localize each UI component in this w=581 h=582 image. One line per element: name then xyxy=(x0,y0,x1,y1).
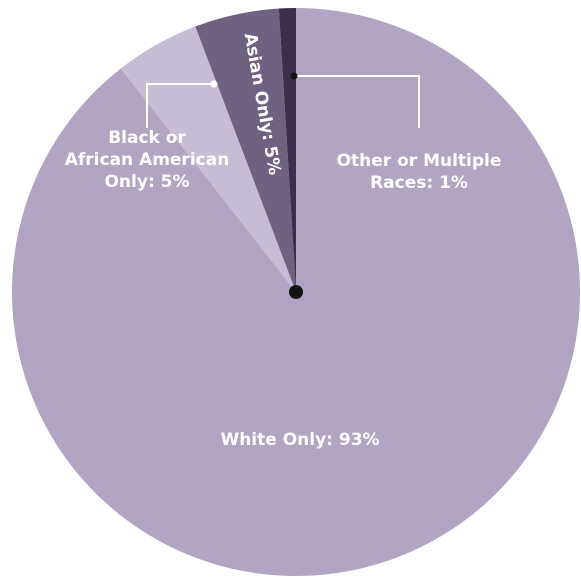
center-dot xyxy=(289,285,303,299)
leaders xyxy=(146,75,420,128)
slice xyxy=(195,8,296,293)
label-line: Black or xyxy=(108,128,186,148)
label-line: African American xyxy=(65,150,230,170)
slice xyxy=(278,8,296,292)
label-line: White Only: 93% xyxy=(220,430,379,450)
label-line: Only: 5% xyxy=(104,172,189,192)
leader-line xyxy=(294,75,420,128)
slice-label: White Only: 93% xyxy=(220,430,379,450)
label-line: Other or Multiple xyxy=(337,151,502,171)
label-line: Races: 1% xyxy=(370,173,468,193)
leader-dot xyxy=(290,72,298,80)
leader-dot xyxy=(210,80,218,88)
slice xyxy=(120,26,296,293)
leader-line xyxy=(146,83,214,128)
